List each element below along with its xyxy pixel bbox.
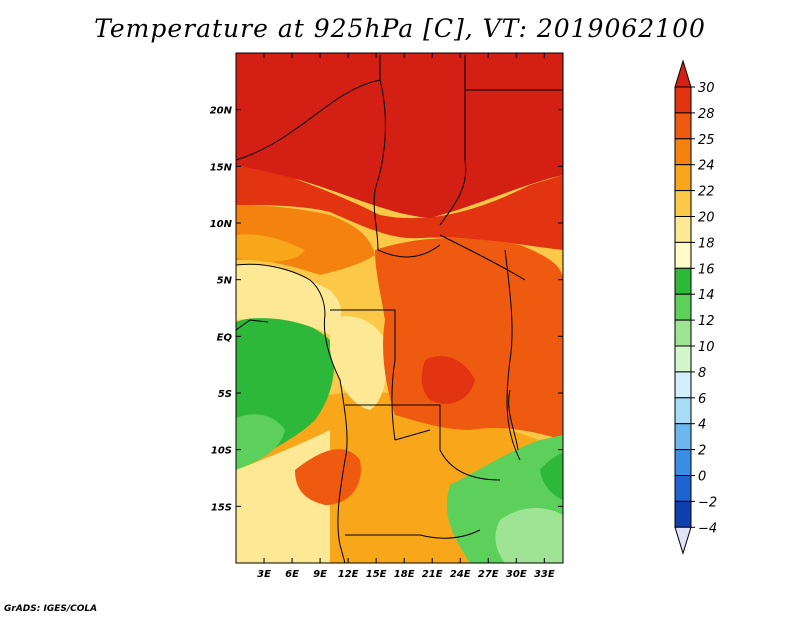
colorbar-label: 2 — [698, 444, 706, 459]
colorbar-label: 8 — [698, 366, 706, 381]
colorbar-bin — [674, 216, 692, 243]
temperature-field — [236, 53, 563, 563]
colorbar-label: 10 — [698, 340, 715, 355]
colorbar-bin — [674, 319, 692, 347]
y-tick-label: EQ — [217, 332, 233, 343]
chart-title: Temperature at 925hPa [C], VT: 201906210… — [94, 14, 706, 43]
x-tick-label: 9E — [313, 569, 327, 580]
x-tick-label: 12E — [338, 569, 359, 580]
x-tick-label: 15E — [366, 569, 387, 580]
colorbar-label: −2 — [698, 495, 717, 510]
x-tick-label: 33E — [534, 569, 555, 580]
colorbar-bin — [674, 138, 692, 166]
colorbar-label: 25 — [698, 133, 715, 148]
y-tick-label: 15N — [210, 162, 233, 173]
colorbar-label: 16 — [698, 262, 715, 277]
x-tick-label: 30E — [506, 569, 527, 580]
colorbar-label: 6 — [698, 392, 706, 407]
colorbar-bin — [674, 371, 692, 399]
colorbar-label: 22 — [698, 185, 715, 200]
colorbar-bin — [674, 112, 692, 140]
colorbar-label: 4 — [698, 418, 706, 433]
colorbar-bin — [674, 267, 692, 295]
x-tick-label: 27E — [478, 569, 499, 580]
x-tick-label: 3E — [257, 569, 271, 580]
colorbar-label: 24 — [698, 159, 715, 174]
colorbar-bin — [674, 164, 692, 192]
y-tick-label: 15S — [211, 502, 232, 513]
colorbar-label: −4 — [698, 521, 717, 536]
colorbar-label: 0 — [698, 470, 706, 485]
colorbar-bottom-arrow — [674, 526, 692, 556]
x-tick-label: 24E — [450, 569, 471, 580]
x-tick-label: 6E — [285, 569, 299, 580]
colorbar-label: 28 — [698, 107, 715, 122]
y-axis: 20N 15N 10N 5N EQ 5S 10S 15S — [210, 106, 563, 513]
map-frame — [235, 52, 564, 564]
colorbar-top-arrow — [674, 59, 692, 88]
colorbar-bin — [674, 449, 692, 477]
colorbar-bin — [674, 190, 692, 218]
y-tick-label: 20N — [210, 106, 233, 117]
colorbar-label: 20 — [698, 211, 715, 226]
colorbar-bin — [674, 86, 692, 114]
y-tick-label: 5N — [217, 276, 233, 287]
colorbar-bin — [674, 293, 692, 321]
colorbar-label: 30 — [698, 81, 715, 96]
colorbar-label: 14 — [698, 288, 715, 303]
map-borders — [236, 55, 563, 563]
colorbar-label: 12 — [698, 314, 715, 329]
grads-credit: GrADS: IGES/COLA — [4, 604, 98, 614]
y-tick-label: 10S — [211, 446, 232, 457]
y-tick-label: 5S — [218, 389, 232, 400]
colorbar-bin — [674, 241, 692, 269]
colorbar-bin — [674, 500, 692, 528]
colorbar-bin — [674, 397, 692, 425]
x-tick-label: 21E — [422, 569, 443, 580]
x-axis: 3E 6E 9E 12E 15E 18E 21E 24E 27E 30E 33E — [257, 53, 555, 580]
colorbar-label: 18 — [698, 236, 715, 251]
colorbar-bin — [674, 475, 692, 502]
colorbar-bin — [674, 423, 692, 451]
x-tick-label: 18E — [394, 569, 415, 580]
y-tick-label: 10N — [210, 219, 233, 230]
colorbar-bin — [674, 345, 692, 373]
